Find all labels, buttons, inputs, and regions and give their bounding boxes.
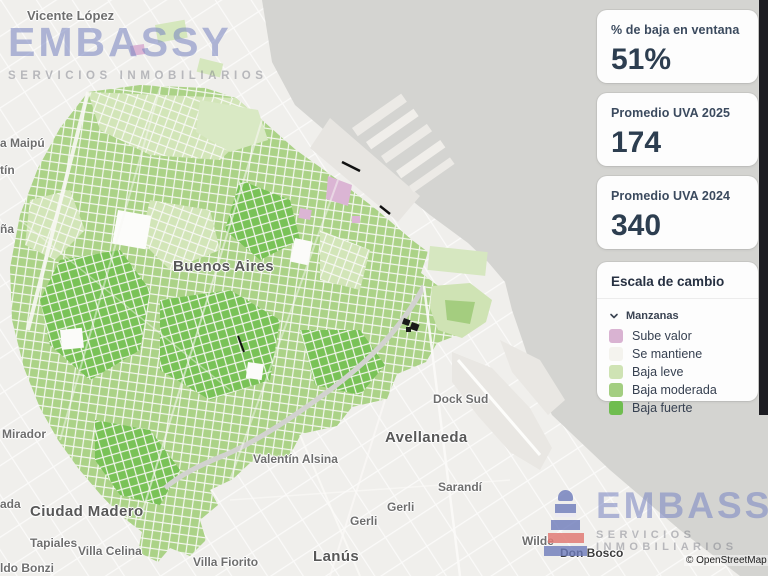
legend-item: Baja moderada bbox=[609, 383, 744, 397]
map-label: Vicente López bbox=[27, 8, 115, 23]
stat-card-baja-ventana: % de baja en ventana 51% bbox=[597, 10, 758, 83]
map-label: Villa Fiorito bbox=[193, 555, 259, 569]
map-label: ldo Bonzi bbox=[0, 561, 54, 575]
legend-label: Baja leve bbox=[632, 365, 684, 379]
legend-label: Se mantiene bbox=[632, 347, 703, 361]
map-label: Gerli bbox=[387, 500, 415, 514]
map-label: tín bbox=[0, 163, 15, 177]
legend-label: Baja fuerte bbox=[632, 401, 693, 415]
legend-item: Se mantiene bbox=[609, 347, 744, 361]
stat-title: Promedio UVA 2024 bbox=[611, 189, 731, 203]
legend-swatch bbox=[609, 383, 623, 397]
stat-value: 174 bbox=[611, 126, 662, 159]
legend-swatch bbox=[609, 365, 623, 379]
osm-attribution-link[interactable]: © OpenStreetMap con bbox=[684, 555, 768, 566]
map-label: Gerli bbox=[350, 514, 378, 528]
legend-layer-toggle[interactable]: Manzanas bbox=[609, 310, 744, 322]
stat-card-uva-2024: Promedio UVA 2024 340 bbox=[597, 176, 758, 249]
legend-item: Sube valor bbox=[609, 329, 744, 343]
parks-layer bbox=[59, 19, 313, 381]
legend-swatch bbox=[609, 347, 623, 361]
map-label: Mirador bbox=[2, 427, 47, 441]
city-blocks-layer bbox=[10, 85, 488, 562]
map-label: Wilde bbox=[522, 534, 554, 548]
dock-sud-port bbox=[452, 340, 565, 470]
legend-label: Baja moderada bbox=[632, 383, 717, 397]
legend-item: Baja fuerte bbox=[609, 401, 744, 415]
map-label: Dock Sud bbox=[433, 392, 489, 406]
legend-item: Baja leve bbox=[609, 365, 744, 379]
map-label: Valentín Alsina bbox=[253, 452, 338, 466]
railway-marks bbox=[237, 160, 420, 353]
map-label: Tapiales bbox=[30, 536, 78, 550]
legend-title: Escala de cambio bbox=[597, 262, 758, 299]
stat-value: 340 bbox=[611, 209, 662, 242]
stat-card-uva-2025: Promedio UVA 2025 174 bbox=[597, 93, 758, 166]
window-edge-strip bbox=[759, 0, 768, 415]
legend-layer-label: Manzanas bbox=[626, 310, 679, 322]
map-label: Don Bosco bbox=[560, 546, 624, 560]
legend-label: Sube valor bbox=[632, 329, 692, 343]
legend-swatch bbox=[609, 329, 623, 343]
stat-title: % de baja en ventana bbox=[611, 23, 740, 37]
map-label: ña bbox=[0, 222, 15, 236]
stat-value: 51% bbox=[611, 43, 672, 76]
map-label: Buenos Aires bbox=[173, 258, 274, 275]
legend-card: Escala de cambio Manzanas Sube valor Se … bbox=[597, 262, 758, 415]
port-structures bbox=[310, 93, 455, 222]
map-label: Avellaneda bbox=[385, 429, 468, 446]
chevron-down-icon bbox=[610, 313, 618, 319]
map-label: ada bbox=[0, 497, 21, 511]
ecological-reserve bbox=[430, 283, 492, 338]
legend-swatch bbox=[609, 401, 623, 415]
map-label: Villa Celina bbox=[78, 544, 142, 558]
map-label: Lanús bbox=[313, 548, 360, 565]
map-label: Sarandí bbox=[438, 480, 483, 494]
stat-title: Promedio UVA 2025 bbox=[611, 106, 731, 120]
map-label: a Maipú bbox=[0, 136, 45, 150]
sube-valor-patches bbox=[130, 44, 360, 223]
map-label: Ciudad Madero bbox=[30, 503, 144, 520]
roads-layer bbox=[19, 87, 511, 576]
